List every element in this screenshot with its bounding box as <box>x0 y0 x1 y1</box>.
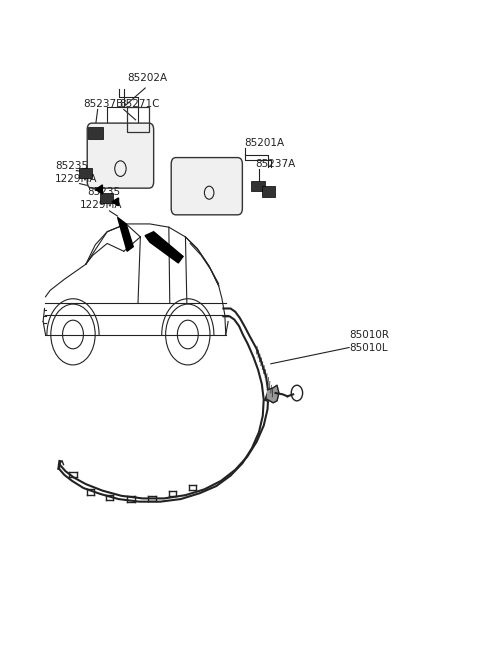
Text: 85271C: 85271C <box>119 100 159 110</box>
Text: 85235: 85235 <box>55 161 88 171</box>
Text: 1229MA: 1229MA <box>80 199 122 210</box>
Text: 85237A: 85237A <box>256 159 296 169</box>
Polygon shape <box>79 168 93 178</box>
Polygon shape <box>88 127 103 138</box>
Polygon shape <box>262 186 275 197</box>
Polygon shape <box>112 198 119 206</box>
Text: 1229MA: 1229MA <box>55 174 97 184</box>
Text: 85237B: 85237B <box>84 100 124 110</box>
FancyBboxPatch shape <box>171 157 242 215</box>
Text: 85201A: 85201A <box>244 138 284 148</box>
Text: 85202A: 85202A <box>127 73 168 83</box>
Text: 85010R: 85010R <box>349 330 389 340</box>
Polygon shape <box>99 193 113 203</box>
Polygon shape <box>96 185 102 194</box>
Text: 85235: 85235 <box>87 186 120 197</box>
Text: 85010L: 85010L <box>349 342 388 353</box>
Polygon shape <box>145 232 183 263</box>
Polygon shape <box>252 181 264 192</box>
FancyBboxPatch shape <box>87 123 154 188</box>
Polygon shape <box>267 385 279 403</box>
Polygon shape <box>118 217 133 251</box>
